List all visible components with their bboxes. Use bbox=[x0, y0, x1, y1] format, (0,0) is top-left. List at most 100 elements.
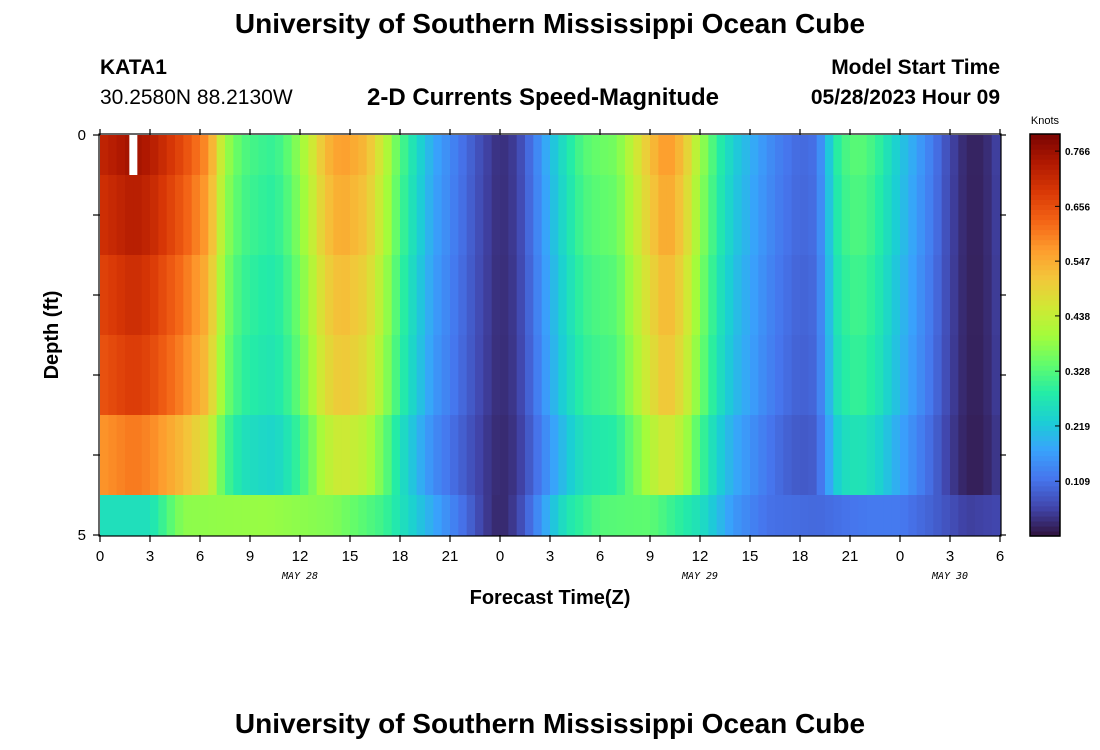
heatmap-cell bbox=[633, 335, 643, 416]
colorbar-tick-label: 0.328 bbox=[1065, 367, 1090, 378]
heatmap-cell bbox=[191, 335, 201, 416]
colorbar-swatch bbox=[1030, 239, 1060, 246]
heatmap-cell bbox=[216, 415, 226, 496]
heatmap-cell bbox=[808, 495, 818, 536]
heatmap-cell bbox=[833, 175, 843, 256]
heatmap-cell bbox=[141, 135, 151, 176]
heatmap-cell bbox=[575, 255, 584, 336]
colorbar-swatch bbox=[1030, 279, 1060, 286]
heatmap-cell bbox=[725, 175, 734, 256]
heatmap-cell bbox=[958, 495, 968, 536]
colorbar-swatch bbox=[1030, 525, 1060, 532]
heatmap-cell bbox=[833, 495, 843, 536]
heatmap-cell bbox=[941, 135, 951, 176]
heatmap-cell bbox=[966, 175, 976, 256]
heatmap-cell bbox=[516, 135, 526, 176]
heatmap-cell bbox=[133, 135, 143, 176]
heatmap-cell bbox=[625, 255, 634, 336]
colorbar-swatch bbox=[1030, 189, 1060, 195]
colorbar-swatch bbox=[1030, 425, 1060, 432]
heatmap-cell bbox=[233, 415, 243, 496]
heatmap-cell bbox=[575, 495, 584, 536]
colorbar-unit-label: Knots bbox=[1031, 115, 1060, 127]
x-tick-label: 0 bbox=[896, 548, 904, 565]
heatmap-cell bbox=[800, 335, 809, 416]
heatmap-cell bbox=[266, 255, 276, 336]
heatmap-cell bbox=[725, 495, 734, 536]
colorbar-swatch bbox=[1030, 400, 1060, 406]
colorbar-swatch bbox=[1030, 204, 1060, 210]
colorbar-swatch bbox=[1030, 229, 1060, 236]
heatmap-cell bbox=[750, 135, 759, 176]
heatmap-cell bbox=[791, 255, 801, 336]
heatmap-cell bbox=[708, 335, 718, 416]
heatmap-cell bbox=[883, 415, 893, 496]
heatmap-cell bbox=[416, 415, 426, 496]
heatmap-cell bbox=[816, 255, 826, 336]
heatmap-cell bbox=[566, 415, 576, 496]
heatmap-cell bbox=[891, 495, 901, 536]
heatmap-cell bbox=[766, 255, 776, 336]
heatmap-cell bbox=[766, 415, 776, 496]
heatmap-cell bbox=[200, 495, 209, 536]
heatmap-cell bbox=[500, 255, 509, 336]
heatmap-cell bbox=[625, 335, 634, 416]
heatmap-cell bbox=[391, 175, 401, 256]
heatmap-cell bbox=[650, 495, 659, 536]
heatmap-cell bbox=[800, 415, 809, 496]
heatmap-cell bbox=[975, 415, 984, 496]
heatmap-cell bbox=[741, 415, 751, 496]
page-title: University of Southern Mississippi Ocean… bbox=[234, 8, 866, 39]
heatmap-cell bbox=[633, 175, 643, 256]
heatmap-cell bbox=[383, 415, 393, 496]
heatmap-cell bbox=[891, 335, 901, 416]
heatmap-cell bbox=[300, 135, 309, 176]
heatmap-cell bbox=[758, 135, 768, 176]
heatmap-cell bbox=[475, 335, 484, 416]
x-tick-label: 0 bbox=[96, 548, 104, 565]
heatmap-cell bbox=[750, 335, 759, 416]
heatmap-cell bbox=[766, 495, 776, 536]
x-tick-label: 6 bbox=[196, 548, 204, 565]
heatmap-cell bbox=[616, 335, 626, 416]
heatmap-cell bbox=[341, 335, 351, 416]
heatmap-cell bbox=[916, 135, 926, 176]
heatmap-cell bbox=[916, 335, 926, 416]
heatmap-cell bbox=[916, 255, 926, 336]
heatmap-cell bbox=[933, 255, 943, 336]
heatmap-cell bbox=[508, 495, 518, 536]
heatmap-cell bbox=[841, 415, 851, 496]
heatmap-cell bbox=[441, 495, 451, 536]
heatmap-cell bbox=[941, 175, 951, 256]
heatmap-cell bbox=[433, 415, 443, 496]
heatmap-cell bbox=[258, 135, 268, 176]
heatmap-cell bbox=[883, 255, 893, 336]
heatmap-cell bbox=[200, 175, 209, 256]
heatmap-cell bbox=[116, 135, 126, 176]
heatmap-cell bbox=[866, 175, 876, 256]
heatmap-cell bbox=[266, 175, 276, 256]
heatmap-cell bbox=[341, 175, 351, 256]
heatmap-cell bbox=[216, 135, 226, 176]
colorbar-swatch bbox=[1030, 340, 1060, 346]
heatmap-cell bbox=[550, 335, 559, 416]
heatmap-cell bbox=[741, 135, 751, 176]
heatmap-cell bbox=[791, 495, 801, 536]
heatmap-cell bbox=[275, 175, 284, 256]
colorbar-swatch bbox=[1030, 299, 1060, 306]
heatmap-cell bbox=[283, 175, 293, 256]
heatmap-cell bbox=[758, 335, 768, 416]
heatmap-cell bbox=[133, 415, 143, 496]
heatmap-cell bbox=[900, 135, 909, 176]
heatmap-cell bbox=[933, 135, 943, 176]
heatmap-cell bbox=[825, 495, 834, 536]
colorbar-swatch bbox=[1030, 370, 1060, 376]
heatmap-cell bbox=[616, 135, 626, 176]
x-tick-label: 6 bbox=[596, 548, 604, 565]
colorbar-swatch bbox=[1030, 495, 1060, 502]
heatmap-cell bbox=[700, 255, 709, 336]
colorbar-swatch bbox=[1030, 179, 1060, 185]
heatmap-cell bbox=[441, 415, 451, 496]
heatmap-cell bbox=[808, 255, 818, 336]
colorbar-swatch bbox=[1030, 385, 1060, 391]
